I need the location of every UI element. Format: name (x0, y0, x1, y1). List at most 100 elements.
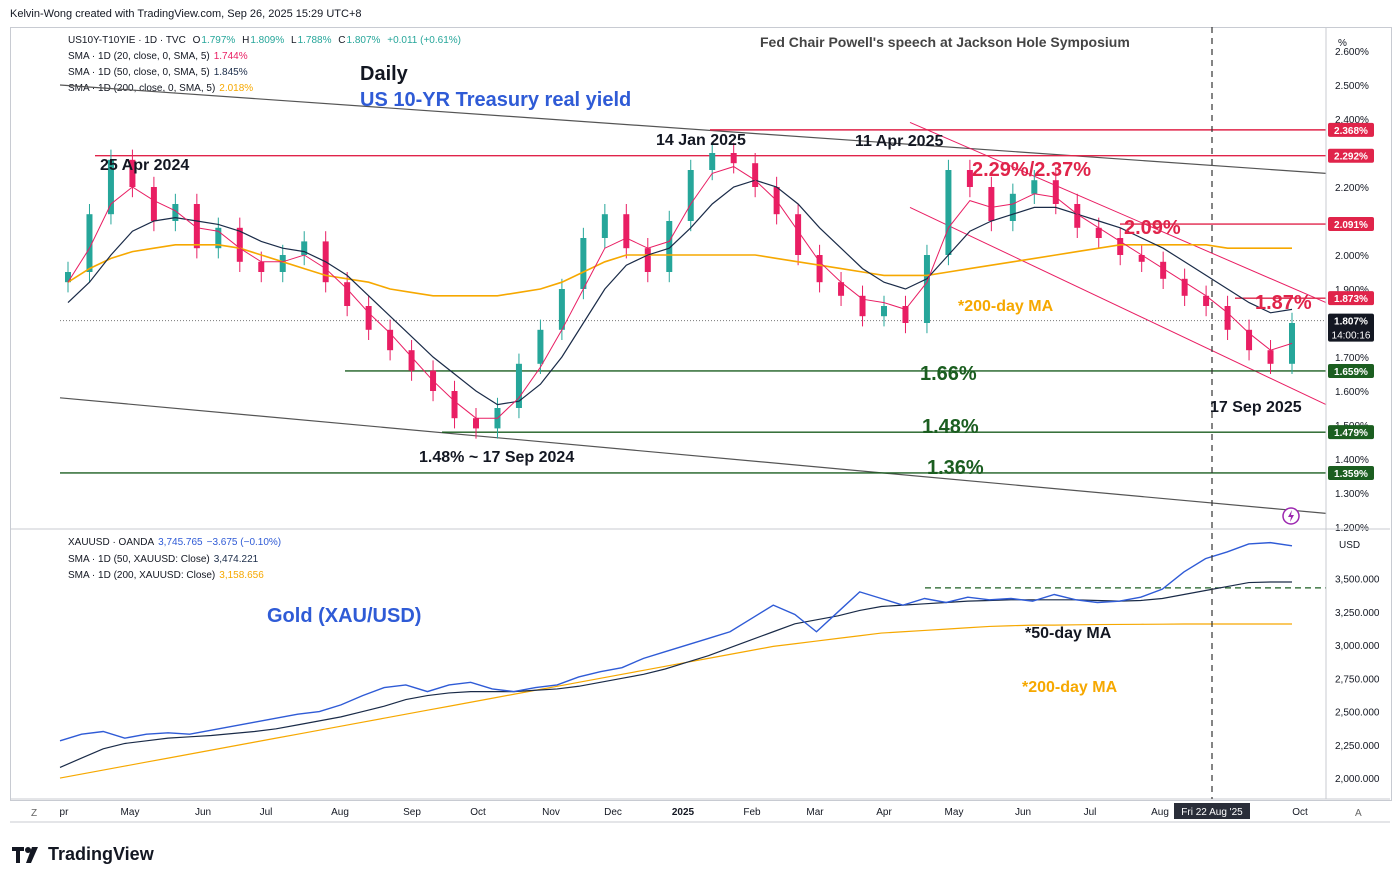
candle (1224, 306, 1231, 330)
gold-symbol-legend: XAUUSD · OANDA 3,745.765 −3.675 (−0.10%) (68, 537, 285, 548)
candle (1074, 204, 1081, 228)
lightning-bolt-icon (1288, 510, 1294, 522)
ohlc-c-label: C (338, 35, 346, 46)
main-chart-frame (10, 27, 1392, 801)
y-tick-label: 2.400% (1335, 115, 1369, 126)
candle (236, 227, 243, 262)
candle (1246, 329, 1253, 351)
x-tick-label: May (121, 807, 140, 818)
sma200-line (67, 244, 1292, 297)
price-tag (1328, 291, 1374, 306)
sma20-value: 1.744% (213, 51, 248, 62)
y-tick-label: 2.000% (1335, 251, 1369, 262)
symbol-legend: US10Y-T10YIE · 1D · TVC O1.797% H1.809% … (68, 35, 465, 46)
candle (365, 306, 372, 330)
y-tick-label: 2.500% (1335, 81, 1369, 92)
symbol-label: US10Y-T10YIE · 1D · TVC (68, 35, 186, 46)
candle (150, 187, 157, 221)
gold-y-tick-label: 3,000.000 (1335, 641, 1380, 652)
price-tag (1328, 122, 1374, 137)
gold-y-tick-label: 2,000.000 (1335, 774, 1380, 785)
gold-annotation-ma200: *200-day MA (1022, 679, 1118, 696)
channel-upper-line (59, 84, 1327, 174)
chart-subtitle: US 10-YR Treasury real yield (360, 89, 631, 111)
candle (601, 214, 608, 238)
candle (687, 170, 694, 221)
candle (945, 170, 952, 255)
price-tag-label: 2.368% (1334, 126, 1368, 137)
candle (580, 238, 587, 289)
gold-sma200-value: 3,158.656 (219, 570, 264, 581)
x-tick-label: Nov (542, 807, 560, 818)
ohlc-l-label: L (291, 35, 297, 46)
x-tick-label: pr (60, 807, 70, 818)
sma200-legend: SMA · 1D (200, close, 0, SMA, 5) 2.018% (68, 83, 257, 94)
x-tick-label: Mar (806, 807, 824, 818)
gold-title: Gold (XAU/USD) (267, 605, 421, 627)
level-label: 1.66% (920, 363, 977, 385)
candle (344, 282, 351, 306)
candle (301, 241, 308, 255)
candle (1117, 238, 1124, 255)
ohlc-h-label: H (242, 35, 250, 46)
gold-sma50-label: SMA · 1D (50, XAUUSD: Close) (68, 554, 210, 565)
ohlc-o-label: O (192, 35, 201, 46)
event-label: Fed Chair Powell's speech at Jackson Hol… (760, 34, 1130, 50)
candle (129, 159, 136, 187)
y-tick-label: 2.600% (1335, 47, 1369, 58)
candle (107, 159, 114, 215)
gold-y-tick-label: 2,750.000 (1335, 674, 1380, 685)
candle (193, 204, 200, 249)
auto-scale-button[interactable]: A (1355, 808, 1362, 819)
price-tag (1328, 217, 1374, 232)
sma50-label: SMA · 1D (50, close, 0, SMA, 5) (68, 67, 210, 78)
candle (923, 255, 930, 323)
ohlc-c: 1.807% (346, 35, 381, 46)
level-label: 1.48% (922, 416, 979, 438)
candle (623, 214, 630, 249)
y-tick-label: 2.200% (1335, 183, 1369, 194)
x-tick-label: Jul (260, 807, 273, 818)
gold-symbol-label: XAUUSD · OANDA (68, 537, 155, 548)
candle (215, 227, 222, 249)
x-tick-label: Jun (1015, 807, 1031, 818)
y-tick-label: 1.400% (1335, 455, 1369, 466)
pct-button[interactable]: % (1338, 38, 1347, 49)
candle (666, 221, 673, 272)
candle (451, 391, 458, 419)
candle (859, 295, 866, 317)
price-tag-label: 1.479% (1334, 428, 1368, 439)
gold-sma200-label: SMA · 1D (200, XAUUSD: Close) (68, 570, 216, 581)
price-tag (1328, 465, 1374, 480)
candle (1031, 180, 1038, 194)
x-tick-label: Oct (1292, 807, 1308, 818)
gold-sma50-line (59, 581, 1292, 768)
gold-sma200-legend: SMA · 1D (200, XAUUSD: Close) 3,158.656 (68, 570, 268, 581)
x-tick-label: Aug (331, 807, 349, 818)
sma50-value: 1.845% (213, 67, 248, 78)
gold-y-tick-label: 2,250.000 (1335, 741, 1380, 752)
candle (1009, 193, 1016, 221)
annotation-ma200: *200-day MA (958, 298, 1054, 315)
chart-title: Daily (360, 63, 409, 85)
x-tick-label: Jul (1084, 807, 1097, 818)
annotation-sep2025: 17 Sep 2025 (1210, 399, 1302, 416)
gold-sma50-value: 3,474.221 (213, 554, 259, 565)
channel-lower-line (59, 397, 1327, 514)
price-tag (1328, 313, 1374, 342)
candle (86, 214, 93, 272)
sma20-legend: SMA · 1D (20, close, 0, SMA, 5) 1.744% (68, 51, 252, 62)
sma200-value: 2.018% (219, 83, 254, 94)
sma20-label: SMA · 1D (20, close, 0, SMA, 5) (68, 51, 210, 62)
usd-button[interactable]: USD (1339, 540, 1361, 551)
zoom-button[interactable]: Z (31, 808, 38, 819)
chart-credit: Kelvin-Wong created with TradingView.com… (10, 8, 362, 20)
level-label: 1.36% (927, 457, 984, 479)
x-tick-label: Apr (876, 807, 892, 818)
candle (988, 187, 995, 221)
candle (387, 329, 394, 351)
y-tick-label: 1.300% (1335, 489, 1369, 500)
tradingview-logo[interactable]: TradingView (12, 844, 154, 865)
x-tick-label: Feb (743, 807, 761, 818)
